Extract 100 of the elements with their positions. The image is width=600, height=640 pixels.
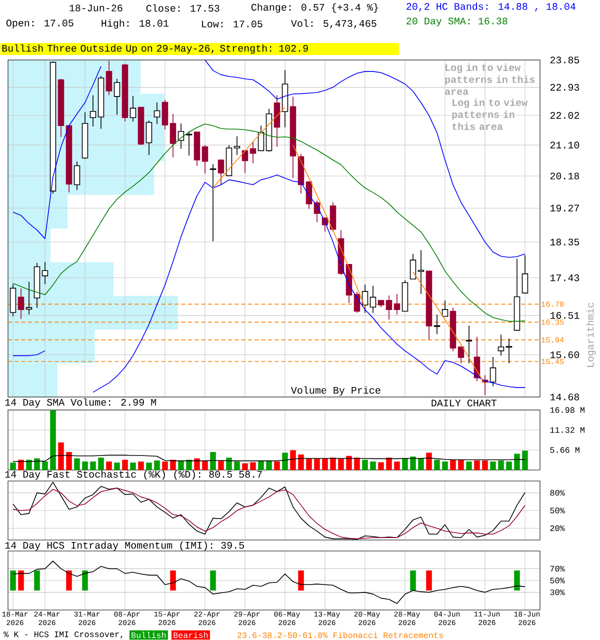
y-tick-label: 22.93 [550, 84, 580, 91]
candlestick [458, 346, 464, 364]
candlestick [106, 60, 112, 96]
bar [418, 458, 424, 470]
bar [234, 462, 240, 470]
bar [194, 458, 200, 470]
bar [330, 458, 336, 470]
bar [186, 460, 192, 470]
y-tick-label: 70% [550, 566, 565, 572]
bar [458, 460, 464, 470]
y-tick-label: 17.43 [550, 274, 580, 282]
bar [402, 458, 408, 470]
y-tick-label: 21.10 [550, 142, 580, 148]
bar [178, 460, 184, 470]
line-series [12, 560, 526, 604]
candlestick [330, 202, 336, 232]
bar [434, 460, 440, 470]
bar [90, 462, 96, 470]
y-tick-label: 11.32 M [550, 427, 584, 433]
bar [258, 460, 264, 470]
text: High: 18.01 [102, 19, 168, 29]
text: 20 Day SMA: 16.38 [406, 18, 508, 26]
text: Low: 17.05 [202, 20, 262, 28]
legend-title: % K - HCS IMI Crossover, [4, 631, 122, 639]
bar [218, 460, 224, 470]
bar [58, 442, 64, 470]
candlestick [434, 314, 440, 335]
candlestick [362, 284, 368, 314]
candlestick [146, 120, 152, 156]
bar [290, 450, 296, 470]
candlestick [170, 113, 176, 158]
y-tick-label: 16.98 M [550, 407, 584, 413]
candlestick [522, 254, 528, 294]
bar [442, 462, 448, 470]
bar [138, 462, 144, 470]
bar [490, 462, 496, 470]
chart-title: 14 Day HCS Intraday Momentum (IMI): 39.5 [5, 541, 244, 551]
bar [10, 462, 16, 470]
bar [306, 458, 312, 470]
bar [410, 456, 416, 470]
y-tick-label: 14.68 [550, 394, 580, 400]
y-tick-label: 50% [550, 508, 565, 514]
bar [274, 462, 280, 470]
annotation: Log in to view patterns in this area [452, 98, 528, 130]
y-tick-label: 23.85 [550, 56, 580, 64]
bar [34, 458, 40, 470]
candlestick [114, 78, 120, 116]
bar [154, 460, 160, 470]
y-tick-label: 5.66 M [550, 447, 580, 453]
bar [370, 462, 376, 470]
bar [266, 460, 272, 470]
y-tick-label: 18.35 [550, 238, 580, 246]
bar [146, 462, 152, 470]
bar [498, 460, 504, 470]
y-tick-label: 30% [550, 589, 565, 596]
bar [226, 458, 232, 470]
bar [66, 452, 72, 470]
text: Close: 17.53 [146, 4, 220, 12]
bar [394, 462, 400, 470]
bar [314, 458, 320, 470]
candlestick [210, 164, 216, 242]
text: Open: 17.05 [6, 20, 74, 28]
bar [170, 460, 176, 470]
bar [50, 410, 56, 470]
bar [82, 462, 88, 470]
bar [210, 452, 216, 470]
bar [482, 460, 488, 470]
y-tick-label: 16.51 [550, 312, 580, 319]
bar [522, 450, 528, 470]
y-tick-label: 50% [550, 578, 565, 584]
bar [474, 460, 480, 470]
bar [466, 462, 472, 470]
text: 18-Jun-26 [70, 4, 122, 12]
candlestick [250, 141, 256, 164]
bar [282, 452, 288, 470]
text: Vol: 5,473,465 [290, 20, 376, 29]
y-tick-label: 15.60 [550, 351, 580, 358]
bar [426, 452, 432, 470]
candlestick [26, 281, 32, 315]
text: DAILY CHART [432, 400, 497, 406]
bar [378, 462, 384, 470]
candlestick [394, 293, 400, 315]
text: Bullish Three Outside Up on 29-May-26, Strength: 102.9 [2, 44, 308, 54]
candlestick [234, 136, 240, 156]
candlestick [90, 94, 96, 127]
text: Change: 0.57 {+3.4 %} [251, 3, 378, 13]
y-tick-label: 22.02 [550, 112, 579, 119]
candlestick [410, 254, 416, 280]
text: Bullish [132, 632, 166, 638]
candlestick [498, 334, 504, 356]
bar [506, 462, 512, 470]
candlestick [218, 158, 224, 186]
bar [362, 460, 368, 470]
text: 20,2 HC Bands: 14.88 , 18.04 [406, 2, 576, 12]
candlestick [466, 325, 472, 364]
candlestick [442, 300, 448, 317]
candlestick [202, 144, 208, 174]
annotation: Volume By Price [290, 386, 380, 396]
bar [26, 460, 32, 470]
bar [122, 460, 128, 470]
